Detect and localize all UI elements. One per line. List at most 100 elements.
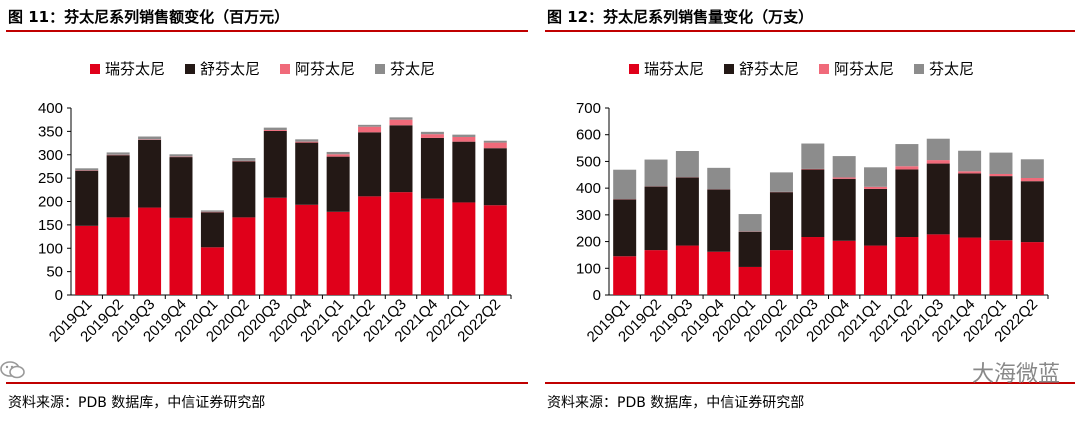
bar-segment-瑞芬太尼	[420, 198, 444, 295]
bar-segment-舒芬太尼	[989, 176, 1013, 241]
bar-segment-舒芬太尼	[738, 231, 762, 267]
bar-segment-阿芬太尼	[926, 160, 950, 164]
y-tick-label: 500	[576, 153, 601, 170]
bar-segment-阿芬太尼	[958, 171, 982, 174]
bar-segment-瑞芬太尼	[295, 204, 319, 295]
bar-segment-瑞芬太尼	[738, 266, 762, 295]
y-tick-label: 200	[576, 234, 601, 251]
y-tick-label: 350	[38, 123, 63, 140]
source-note: 资料来源：PDB 数据库，中信证券研究部	[8, 395, 266, 411]
legend-item: 芬太尼	[375, 58, 435, 79]
bar-segment-芬太尼	[644, 159, 668, 187]
bar-segment-舒芬太尼	[232, 161, 256, 218]
bar-segment-舒芬太尼	[75, 170, 99, 226]
legend-swatch	[375, 63, 386, 74]
legend-label: 芬太尼	[390, 60, 436, 78]
y-tick-label: 150	[38, 217, 63, 234]
legend-item: 舒芬太尼	[724, 58, 799, 79]
bar-segment-舒芬太尼	[926, 163, 950, 235]
bar-segment-瑞芬太尼	[263, 197, 287, 295]
bar-segment-瑞芬太尼	[106, 217, 130, 295]
legend-item: 瑞芬太尼	[90, 58, 165, 79]
bar-segment-芬太尼	[326, 151, 350, 155]
bar-segment-阿芬太尼	[864, 186, 888, 189]
y-tick-label: 600	[576, 127, 601, 144]
bar-segment-舒芬太尼	[1020, 181, 1044, 243]
title-divider	[6, 30, 528, 32]
y-tick-label: 400	[38, 100, 63, 117]
bar-segment-瑞芬太尼	[613, 256, 637, 295]
bar-segment-瑞芬太尼	[958, 237, 982, 295]
bar-segment-芬太尼	[75, 168, 99, 171]
bar-segment-舒芬太尼	[613, 199, 637, 257]
bar-segment-瑞芬太尼	[989, 240, 1013, 295]
bar-segment-瑞芬太尼	[1020, 242, 1044, 295]
bar-segment-阿芬太尼	[989, 173, 1013, 177]
bar-segment-瑞芬太尼	[801, 237, 825, 295]
bar-segment-舒芬太尼	[200, 212, 224, 248]
bar-segment-瑞芬太尼	[895, 237, 919, 295]
bar-segment-舒芬太尼	[769, 192, 793, 251]
legend-label: 舒芬太尼	[200, 60, 261, 78]
bar-segment-舒芬太尼	[326, 156, 350, 212]
y-tick-label: 400	[576, 180, 601, 197]
legend-label: 舒芬太尼	[739, 60, 800, 78]
stacked-bar-chart-sales-amount: 0501001502002503003504002019Q12019Q22019…	[38, 100, 512, 346]
bar-segment-舒芬太尼	[358, 132, 382, 197]
bar-segment-芬太尼	[106, 152, 130, 155]
bar-segment-舒芬太尼	[106, 155, 130, 218]
legend-label: 瑞芬太尼	[105, 60, 166, 78]
bar-segment-舒芬太尼	[452, 141, 476, 203]
bar-segment-舒芬太尼	[644, 186, 668, 251]
bar-segment-瑞芬太尼	[389, 192, 413, 295]
bar-segment-芬太尼	[832, 156, 856, 178]
source-divider	[6, 382, 528, 384]
bar-segment-瑞芬太尼	[358, 196, 382, 295]
bar-segment-阿芬太尼	[832, 177, 856, 179]
bar-segment-芬太尼	[358, 124, 382, 127]
bar-segment-瑞芬太尼	[769, 250, 793, 295]
legend-item: 阿芬太尼	[280, 58, 355, 79]
bar-segment-芬太尼	[263, 127, 287, 130]
bar-segment-芬太尼	[1020, 159, 1044, 178]
legend-swatch	[90, 63, 100, 74]
bar-segment-芬太尼	[801, 143, 825, 169]
bar-segment-瑞芬太尼	[75, 225, 99, 295]
legend-item: 芬太尼	[914, 58, 974, 79]
source-divider	[545, 382, 1075, 384]
bar-segment-芬太尼	[864, 167, 888, 187]
y-tick-label: 50	[46, 264, 63, 281]
bar-segment-瑞芬太尼	[644, 250, 668, 295]
bar-segment-阿芬太尼	[895, 166, 919, 170]
bar-segment-芬太尼	[707, 167, 731, 190]
bar-segment-阿芬太尼	[452, 136, 476, 142]
bar-segment-舒芬太尼	[389, 125, 413, 193]
bar-segment-瑞芬太尼	[864, 245, 888, 295]
bar-segment-芬太尼	[989, 152, 1013, 174]
title-divider	[545, 30, 1075, 32]
bar-segment-舒芬太尼	[138, 139, 162, 208]
bar-segment-瑞芬太尼	[707, 251, 731, 295]
bar-segment-阿芬太尼	[326, 154, 350, 157]
bar-segment-芬太尼	[769, 172, 793, 192]
bar-segment-阿芬太尼	[801, 168, 825, 170]
bar-segment-舒芬太尼	[895, 169, 919, 238]
legend-swatch	[819, 63, 830, 74]
bar-segment-瑞芬太尼	[200, 247, 224, 295]
bar-segment-阿芬太尼	[295, 141, 319, 143]
legend-swatch	[724, 63, 735, 74]
bar-segment-芬太尼	[738, 214, 762, 232]
bar-segment-舒芬太尼	[675, 177, 699, 246]
bar-segment-芬太尼	[389, 117, 413, 120]
wechat-icon	[0, 361, 25, 379]
bar-segment-芬太尼	[613, 169, 637, 200]
bar-segment-芬太尼	[200, 210, 224, 212]
y-tick-label: 250	[38, 170, 63, 187]
bar-segment-芬太尼	[483, 140, 507, 143]
watermark-text: 大海微蓝	[971, 362, 1060, 387]
chart-title: 图 11：芬太尼系列销售额变化（百万元）	[8, 8, 290, 26]
legend-swatch	[629, 63, 639, 74]
bar-segment-阿芬太尼	[389, 119, 413, 126]
bar-segment-舒芬太尼	[958, 173, 982, 238]
y-tick-label: 700	[576, 100, 601, 117]
